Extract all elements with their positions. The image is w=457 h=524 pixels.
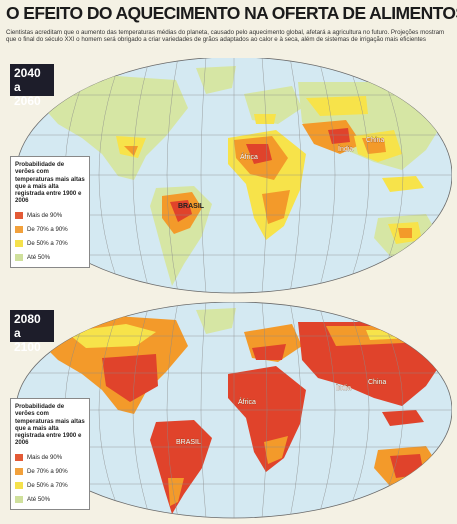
map-label-china: China — [368, 379, 386, 386]
legend-item: De 50% a 70% — [15, 237, 85, 251]
swatch-over-90 — [15, 212, 23, 220]
south-america — [150, 420, 212, 514]
map-label-africa: África — [238, 397, 256, 406]
north-america — [42, 76, 188, 180]
legend-item: Até 50% — [15, 251, 85, 265]
map-panel-2040-2060: África Índia China BRASIL 2040 a 2060 Pr… — [6, 58, 452, 302]
swatch-50-70 — [15, 240, 23, 248]
legend-item: De 50% a 70% — [15, 479, 85, 493]
legend: Probabilidade de verões com temperaturas… — [10, 156, 90, 268]
legend-item: De 70% a 90% — [15, 223, 85, 237]
map-label-india: Índia — [338, 144, 353, 153]
legend-item: Até 50% — [15, 493, 85, 507]
legend-title: Probabilidade de verões com temperaturas… — [15, 161, 85, 205]
greenland — [196, 308, 236, 334]
map-label-brasil: BRASIL — [178, 203, 205, 210]
swatch-upto-50 — [15, 254, 23, 262]
map-label-africa: África — [240, 152, 258, 161]
intro-text: Cientistas acreditam que o aumento das t… — [6, 29, 445, 44]
period-badge: 2080 a 2100 — [10, 310, 54, 354]
page-title: O EFEITO DO AQUECIMENTO NA OFERTA DE ALI… — [6, 3, 457, 23]
swatch-upto-50 — [15, 496, 23, 504]
map-label-china: China — [366, 137, 384, 144]
legend-title: Probabilidade de verões com temperaturas… — [15, 403, 85, 447]
legend: Probabilidade de verões com temperaturas… — [10, 398, 90, 510]
swatch-over-90 — [15, 454, 23, 462]
legend-item: Mais de 90% — [15, 451, 85, 465]
swatch-70-90 — [15, 226, 23, 234]
map-panel-2080-2100: África Índia China BRASIL 2080 a 2100 Pr… — [6, 302, 452, 522]
legend-item: De 70% a 90% — [15, 465, 85, 479]
world-map-2040-2060: África Índia China BRASIL — [15, 58, 452, 294]
greenland — [196, 66, 236, 94]
legend-item: Mais de 90% — [15, 209, 85, 223]
world-map-2080-2100: África Índia China BRASIL — [15, 302, 452, 519]
swatch-50-70 — [15, 482, 23, 490]
period-badge: 2040 a 2060 — [10, 64, 54, 108]
swatch-70-90 — [15, 468, 23, 476]
map-label-brasil: BRASIL — [176, 439, 201, 446]
map-label-india: Índia — [336, 383, 351, 392]
